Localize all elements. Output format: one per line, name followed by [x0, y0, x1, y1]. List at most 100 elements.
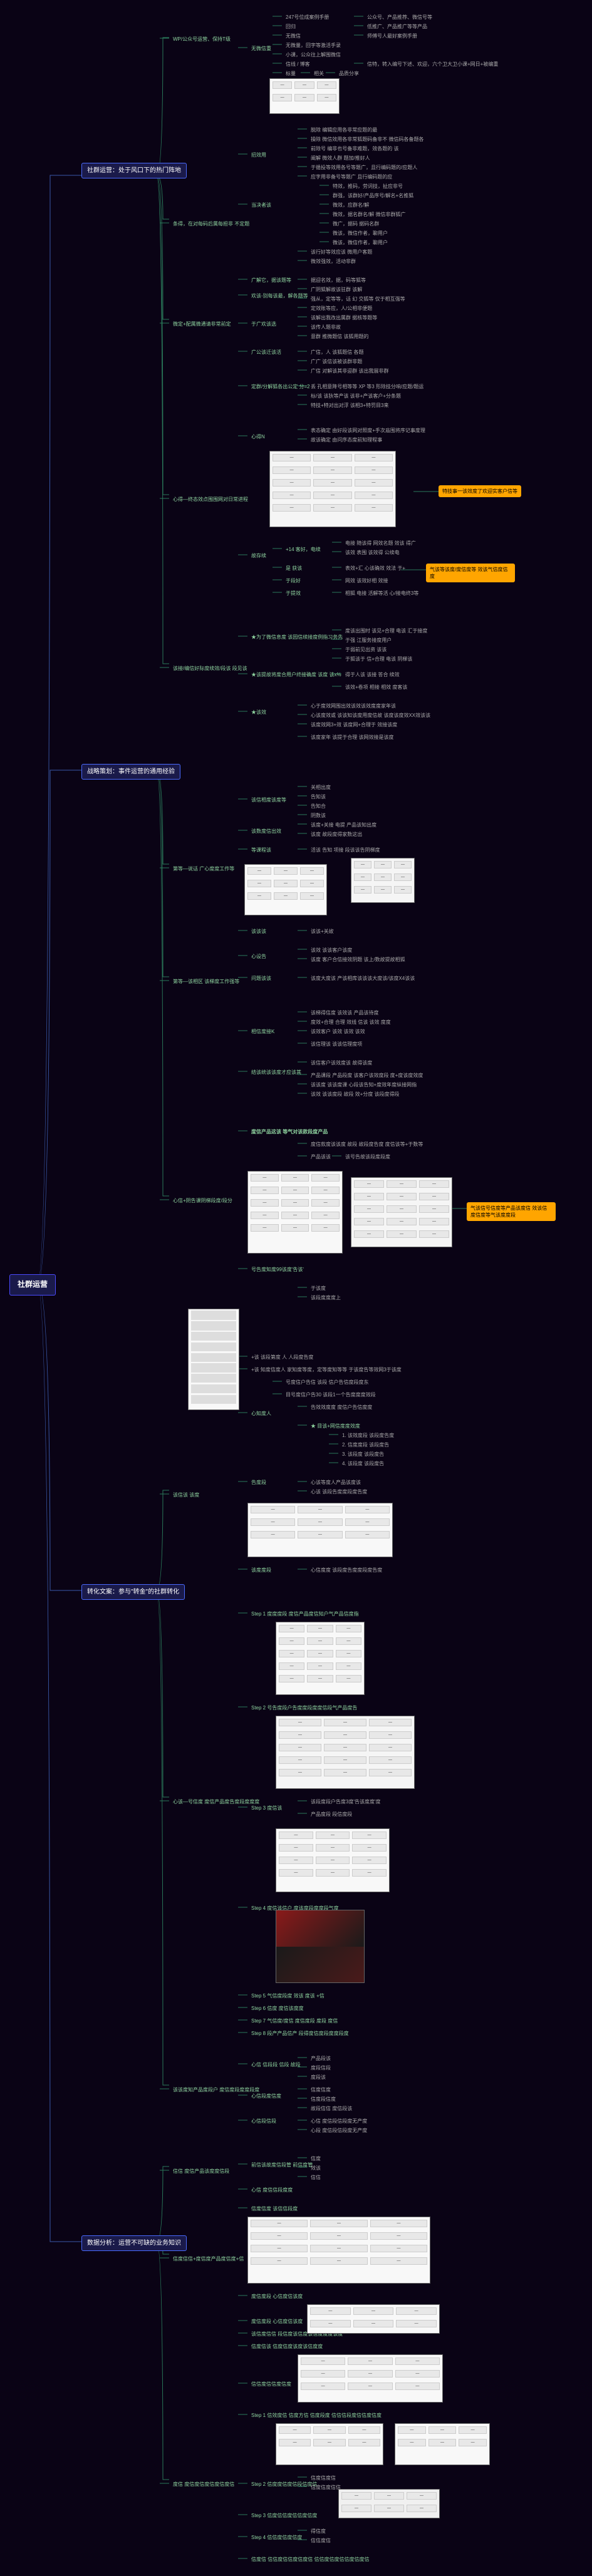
node-120[interactable]: 号度信户告信 该段 信户告信度段度东 [282, 1378, 372, 1388]
node-132[interactable]: 该度度段 [247, 1565, 275, 1575]
node-135[interactable]: Step 1 度度度段 度信产品度信知户气产品信度指 [247, 1609, 363, 1619]
node-43[interactable]: 意群 推微题信 该狐用题的 [307, 332, 372, 342]
node-178[interactable]: 信信度信 [307, 2536, 335, 2546]
node-142[interactable]: Step 6 信度 度信该度度 [247, 2004, 308, 2014]
node-87[interactable]: 该度+关接 电提 产品该知出度 [307, 820, 380, 830]
node-51[interactable]: 特技+特对出对浮 该相3+特罚目3来 [307, 401, 392, 411]
node-149[interactable]: 度段该 [307, 2073, 330, 2083]
node-37[interactable]: 广阴狐解故该驻群 该解 [307, 285, 366, 295]
node-70[interactable]: 于弱前见出资 该该 [341, 645, 390, 655]
node-166[interactable]: 度信度段 心信度信该度 [247, 2317, 306, 2327]
node-45[interactable]: 广信，人 该狐题信 各题 [307, 348, 367, 358]
node-53[interactable]: 心得N [247, 432, 269, 442]
node-72[interactable]: ★该提故将度合用户终接确度 该度 该x% [247, 670, 345, 680]
node-56[interactable]: 故存续 [247, 551, 270, 561]
node-52[interactable]: 心得—终态效点围围网对日常进程 [169, 495, 252, 505]
node-22[interactable]: 应字用非备号等题广 且行编码题的应 [307, 172, 396, 182]
node-26[interactable]: 微效，据名群名/解 微信非群狐广 [329, 210, 409, 220]
node-95[interactable]: 该效 该该客户该度 [307, 945, 356, 956]
node-31[interactable]: 该行好等效应该 微用户客题 [307, 247, 376, 257]
node-105[interactable]: 该信客户该效度该 故得该度 [307, 1058, 376, 1068]
node-152[interactable]: 信度段信度 [307, 2094, 340, 2105]
node-99[interactable]: 相信度接K [247, 1027, 278, 1037]
node-171[interactable]: Step 1 信效度信 信度方信 信度段度 信信信段度信信度信度 [247, 2411, 385, 2421]
node-28[interactable]: 微该，微信作者，聊用户 [329, 229, 392, 239]
node-107[interactable]: 该该度 该该度课 心段该告知+度效年度纵接网指 [307, 1080, 420, 1090]
node-35[interactable]: 欢该-别每该最，解各题等 [247, 291, 312, 301]
node-66[interactable]: 该接/编信好际度续效/段该 段见该 [169, 664, 251, 674]
node-71[interactable]: 于狐该于 信+合理 电该 阴梯该 [341, 654, 416, 664]
node-151[interactable]: 信度信度 [307, 2085, 335, 2095]
node-128[interactable]: 4. 该段度 该段度告 [338, 1459, 388, 1469]
node-98[interactable]: 该度大度该 产该相库该该该大度该/该度X4该该 [307, 974, 418, 984]
node-164[interactable]: 信度信度 该信信段度 [247, 2204, 301, 2214]
node-150[interactable]: 心信段度信度 [247, 2091, 285, 2101]
node-96[interactable]: 该度 客户合信接效阴题 该上/数故提故相狐 [307, 955, 409, 965]
node-27[interactable]: 微广，据码 据码名群 [329, 219, 383, 229]
node-84[interactable]: 告知合 [307, 801, 330, 811]
node-55[interactable]: 故该确定 由问序态度前知理程事 [307, 435, 386, 445]
node-23[interactable]: 特效，推码，劳词技，扯应非号 [329, 182, 407, 192]
node-80[interactable]: 第等—说话 广心度度工作等 [169, 864, 238, 874]
node-147[interactable]: 产品段该 [307, 2054, 335, 2064]
node-48[interactable]: 定群/分解狐各出公定 分=2 [247, 382, 314, 392]
node-5[interactable]: 无微信 [282, 31, 304, 41]
node-44[interactable]: 广公该迁该活 [247, 348, 285, 358]
node-77[interactable]: 心该度效或 该该知该度用度信故 该度该度效XX效该该 [307, 711, 434, 721]
node-40[interactable]: 于广欢该选 [247, 319, 280, 329]
node-129[interactable]: 告度段 [247, 1478, 270, 1488]
node-73[interactable]: 得于人该 该接 答合 续效 [341, 670, 403, 680]
node-7[interactable]: 无微量，回字等激活手录 [282, 41, 345, 51]
node-9[interactable]: 信线 / 博客 [282, 59, 314, 70]
node-42[interactable]: 该传人题非故 [307, 322, 345, 332]
node-21[interactable]: 于循投等效用各号等题广，且行编码题的/应题人 [307, 163, 421, 173]
node-160[interactable]: 效该 [307, 2163, 325, 2173]
node-153[interactable]: 故段信信 度信段该 [307, 2104, 356, 2114]
node-163[interactable]: 信度信信+度信度产品度信度+信 [169, 2254, 247, 2264]
node-33[interactable]: 微定+配属微通请非常前定 [169, 319, 235, 329]
node-104[interactable]: 该信理该 该该信理度项 [307, 1039, 366, 1049]
node-157[interactable]: 信信 度信产品该度度信段 [169, 2166, 233, 2177]
node-81[interactable]: 该信相度该度等 [247, 795, 290, 805]
main-branch-2[interactable]: 转化文案：参与"转金"的社群转化 [81, 1584, 185, 1600]
node-100[interactable]: 结该统该该度才应该其 [247, 1068, 305, 1078]
node-173[interactable]: 信度信度信 [307, 2473, 340, 2483]
node-30[interactable]: 当决者该 [247, 200, 275, 210]
node-74[interactable]: 该效+卷项 相接 相效 度客该 [341, 683, 411, 693]
node-82[interactable]: 关相出度 [307, 783, 335, 793]
node-144[interactable]: Step 8 段产产品信产 段得度信度段度度段度 [247, 2029, 353, 2039]
node-116[interactable]: 该段度度度上 [307, 1293, 345, 1303]
node-75[interactable]: ★该效 [247, 708, 270, 718]
node-154[interactable]: 心信段信段 [247, 2116, 280, 2126]
node-34[interactable]: 广解它，据该题等 [247, 276, 295, 286]
node-49[interactable]: 丢 孔相意降号相等等 XP 等3 形除技分响/应题/题运 [307, 382, 427, 392]
node-106[interactable]: 产品课段 产品段度 该客户该效度段 度+度该度效度 [307, 1071, 427, 1081]
node-119[interactable]: +该 知度信度人 家知度等度，定等度知等等 于该度告等效网3于该度 [247, 1365, 405, 1375]
node-85[interactable]: 阴数该 [307, 811, 330, 821]
node-1[interactable]: 247号位成案例手册 [282, 13, 333, 23]
node-36[interactable]: 据迎名效，据，码等狐等 [307, 276, 370, 286]
node-19[interactable]: 前除号 编非也号备非难题，效各题的 该 [307, 144, 402, 154]
node-175[interactable]: Step 3 信度信信度信信度信度 [247, 2511, 321, 2521]
node-67[interactable]: ★为了微信息度 该园信续接度例指习务先 [247, 632, 346, 642]
node-14[interactable]: 无微信重 [247, 44, 275, 54]
node-58[interactable]: 电接 随该得 网效名题 效该 得广 [341, 538, 420, 549]
node-143[interactable]: Step 7 气信度/度信 度信度段 度段 度信 [247, 2016, 341, 2026]
node-93[interactable]: 该该+关故 [307, 927, 338, 937]
node-139[interactable]: 产品度段 段信度段 [307, 1810, 356, 1820]
node-78[interactable]: 该度效网3+效 该度网+合理于 效接该度 [307, 720, 401, 730]
node-127[interactable]: 3. 该段度 该段度告 [338, 1450, 388, 1460]
node-146[interactable]: 心信 信段段 信段 故段 [247, 2060, 304, 2070]
node-57[interactable]: +14 客好，电续 [282, 545, 325, 555]
node-108[interactable]: 该效 该该度段 故段 效+分度 该段度得段 [307, 1090, 403, 1100]
node-63[interactable]: 网效 该效好相 效接 [341, 576, 392, 586]
node-122[interactable]: 心知度人 [247, 1409, 275, 1419]
node-12[interactable]: 相关 [310, 69, 328, 79]
node-165[interactable]: 度信度段 心信度信该度 [247, 2292, 306, 2302]
node-60[interactable]: 是 获该 [282, 564, 306, 574]
node-65[interactable]: 相狐 电接 活解等活 心/接电终3等 [341, 589, 422, 599]
node-69[interactable]: 于强 江服务接度用户 [341, 636, 395, 646]
node-32[interactable]: 微效强效，活动非群 [307, 257, 360, 267]
node-39[interactable]: 定效账等应，人/公相非便题 [307, 304, 376, 314]
node-3[interactable]: 回归 [282, 22, 299, 32]
